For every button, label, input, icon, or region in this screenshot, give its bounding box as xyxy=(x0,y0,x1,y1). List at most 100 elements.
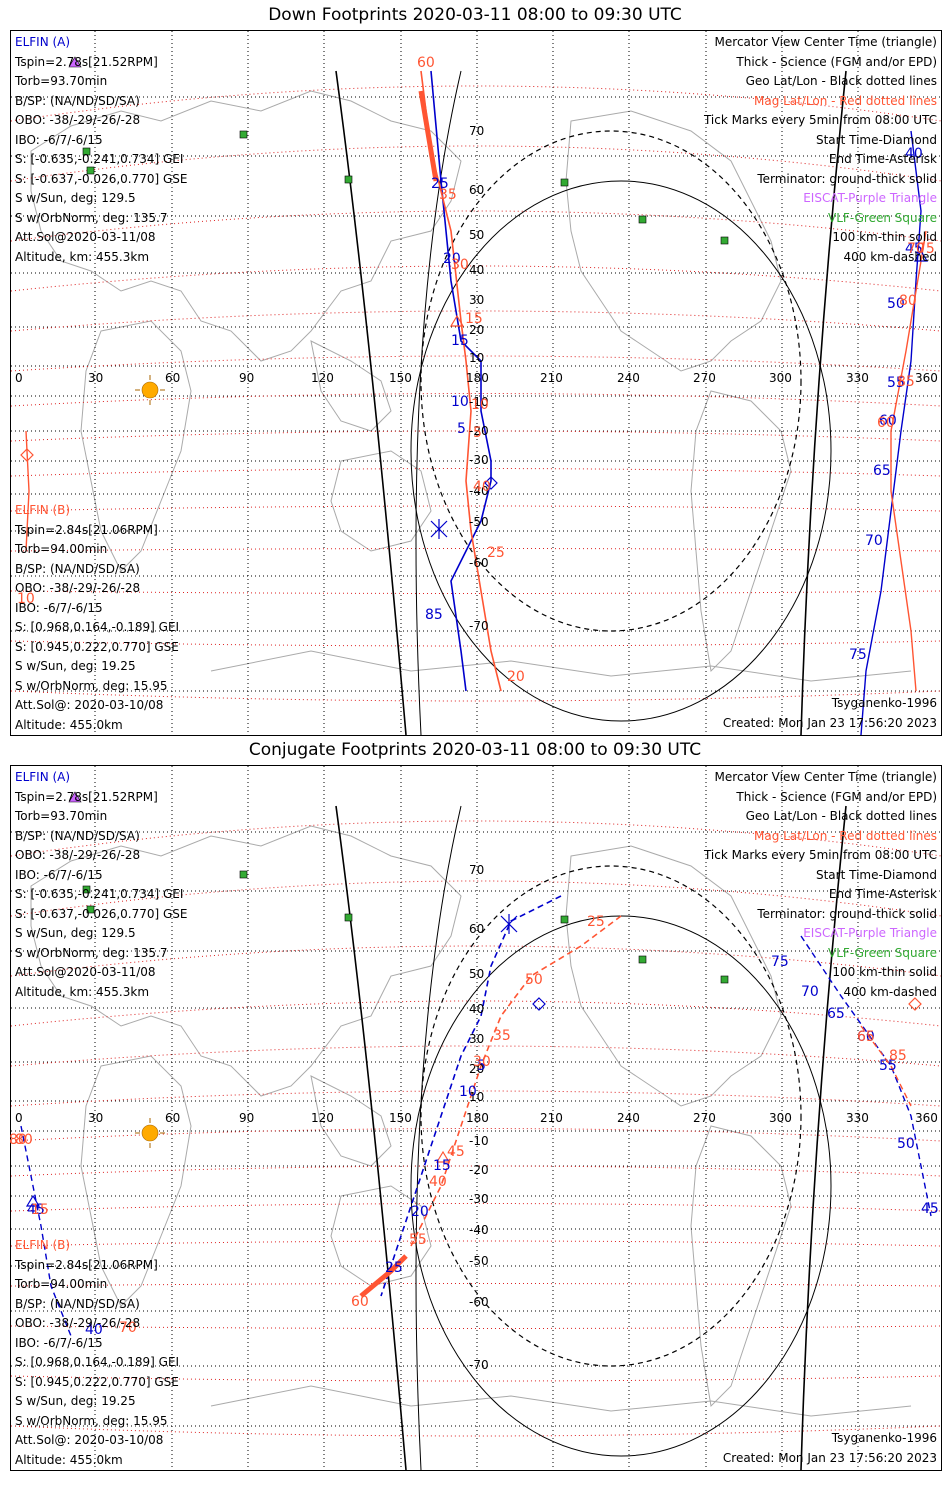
info-line: Tspin=2.78s[21.52RPM] xyxy=(15,54,158,69)
tick-label: 60 xyxy=(879,413,897,429)
lat-label: 20 xyxy=(469,1062,485,1076)
lat-label: 50 xyxy=(469,967,485,981)
legend-item: Start Time-Diamond xyxy=(815,132,937,147)
lat-label: -70 xyxy=(469,1358,489,1372)
elfin-a-track-conj-right xyxy=(800,935,932,1217)
info-line: Tspin=2.84s[21.06RPM] xyxy=(15,1257,158,1272)
tick-label: 80 xyxy=(9,1132,27,1148)
legend-item: VLF-Green Square xyxy=(828,210,937,225)
legend-item: Terminator: ground-thick solid xyxy=(757,171,937,186)
tick-label: 45 xyxy=(27,1202,45,1218)
lon-label: 240 xyxy=(617,1111,640,1125)
coastline-europe xyxy=(30,825,462,1097)
info-line: S: [0.968,0.164,-0.189] GEI xyxy=(15,620,180,634)
lat-label: -20 xyxy=(469,424,489,438)
tick-label: 40 xyxy=(429,1174,447,1190)
lon-label: 180 xyxy=(466,371,489,385)
lat-label: 60 xyxy=(469,183,485,197)
info-line: Att.Sol@2020-03-11/08 xyxy=(15,230,156,244)
lon-label: 300 xyxy=(769,1111,792,1125)
info-line: S: [-0.637,-0.026,0.770] GSE xyxy=(15,906,188,921)
lat-label: -40 xyxy=(469,1223,489,1237)
elfin-a-track xyxy=(430,70,492,692)
lat-label: -20 xyxy=(469,1163,489,1177)
lon-label: 60 xyxy=(165,371,181,385)
legend-item: Thick - Science (FGM and/or EPD) xyxy=(736,54,937,69)
tick-label: 20 xyxy=(507,669,525,685)
info-line: Torb=93.70min xyxy=(15,809,108,823)
lon-label: 330 xyxy=(846,371,869,385)
info-line: B/SP: (NA/ND/SD/SA) xyxy=(15,561,140,576)
coastline-north-america xyxy=(565,845,782,1107)
lon-label: 120 xyxy=(311,371,334,385)
lon-label: 360 xyxy=(915,371,938,385)
lon-label: 30 xyxy=(88,371,104,385)
tick-label: 35 xyxy=(493,1028,511,1044)
info-line: S w/Sun, deg: 129.5 xyxy=(15,191,136,205)
terminator-400km-ellipse xyxy=(420,130,802,632)
legend-item: EISCAT-Purple Triangle xyxy=(803,191,937,205)
lon-label: 240 xyxy=(617,371,640,385)
info-line: S: [-0.635,-0.241,0.734] GEI xyxy=(15,152,184,166)
elfin-b-center-triangle xyxy=(449,314,465,327)
tick-label: 75 xyxy=(771,954,789,970)
terminator-ground-right xyxy=(800,805,847,1470)
tick-label: 25 xyxy=(431,176,449,192)
coastline-south-america xyxy=(690,1125,792,1408)
lon-label: 270 xyxy=(693,371,716,385)
tick-label: 55 xyxy=(887,375,905,391)
lat-label: 70 xyxy=(469,863,485,877)
tick-label: 20 xyxy=(443,251,461,267)
tick-label: 60 xyxy=(417,55,435,71)
elfin-b-name: ELFIN (B) xyxy=(15,503,71,517)
info-line: S w/OrbNorm, deg: 135.7 xyxy=(15,945,168,960)
legend-item: 400 km-dashed xyxy=(843,984,937,999)
tick-label: 35 xyxy=(439,187,457,203)
info-line: Altitude: 455.0km xyxy=(15,717,123,732)
coastline-africa xyxy=(80,1055,192,1307)
legend: Mercator View Center Time (triangle) Thi… xyxy=(704,33,937,267)
legend-item: Tick Marks every 5min from 08:00 UTC xyxy=(703,113,937,127)
info-line: Att.Sol@2020-03-11/08 xyxy=(15,965,156,979)
info-line: B/SP: (NA/ND/SD/SA) xyxy=(15,1296,140,1311)
info-line: S w/Sun, deg: 129.5 xyxy=(15,926,136,940)
info-line: Torb=93.70min xyxy=(15,74,108,88)
tick-label: 10 xyxy=(471,397,489,413)
lat-label: 30 xyxy=(469,1032,485,1046)
terminator-ground-right xyxy=(800,70,847,735)
tick-label: 60 xyxy=(351,1294,369,1310)
elfin-a-center-triangle-right xyxy=(913,249,929,262)
tick-label: 55 xyxy=(879,1058,897,1074)
legend-item: 400 km-dashed xyxy=(843,249,937,264)
tick-label: 70 xyxy=(801,984,819,1000)
tick-label: 5 xyxy=(477,1058,486,1074)
tick-label: 50 xyxy=(897,1136,915,1152)
legend-item: End Time-Asterisk xyxy=(828,152,937,166)
eiscat-triangle xyxy=(68,791,82,803)
info-line: Att.Sol@: 2020-03-10/08 xyxy=(15,698,164,712)
terminator-100km-left xyxy=(415,805,462,1470)
lat-label: -60 xyxy=(469,556,489,570)
legend-item: Start Time-Diamond xyxy=(815,867,937,882)
elfin-a-name: ELFIN (A) xyxy=(15,35,71,49)
lat-label: -30 xyxy=(469,1192,489,1206)
tick-label: 25 xyxy=(385,1260,403,1276)
legend: Mercator View Center Time (triangle) Thi… xyxy=(704,768,937,1002)
panel-title: Conjugate Footprints 2020-03-11 08:00 to… xyxy=(248,740,702,760)
legend-item: Mag Lat/Lon - Red dotted lines xyxy=(753,828,937,843)
info-line: IBO: -6/7/-6/15 xyxy=(15,600,103,615)
terminator-400km-ellipse xyxy=(420,865,802,1367)
elfin-b-info: ELFIN (B) Tspin=2.84s[21.06RPM] Torb=94.… xyxy=(15,501,179,735)
lat-label: -40 xyxy=(469,484,489,498)
tick-label: 45 xyxy=(905,241,923,257)
vlf-squares xyxy=(82,130,729,245)
tick-label: 40 xyxy=(85,1322,103,1338)
lon-label: 90 xyxy=(239,371,255,385)
legend-item: Terminator: ground-thick solid xyxy=(757,906,937,921)
legend-item: Thick - Science (FGM and/or EPD) xyxy=(736,789,937,804)
geo-grid xyxy=(11,31,941,735)
tick-label: 70 xyxy=(907,241,925,257)
tick-label: 80 xyxy=(899,293,917,309)
elfin-b-center-triangle xyxy=(435,1150,451,1163)
info-line: S: [-0.637,-0.026,0.770] GSE xyxy=(15,171,188,186)
